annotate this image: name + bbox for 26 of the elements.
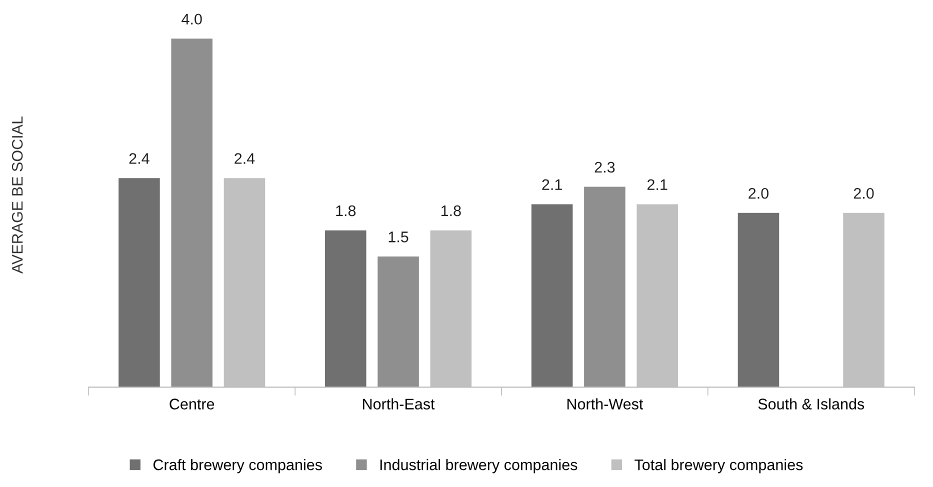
x-tick-label: North-East	[363, 398, 435, 410]
data-label: 1.8	[336, 205, 356, 216]
data-label: 1.8	[441, 205, 461, 216]
data-label: 2.0	[854, 188, 874, 199]
data-label: 2.3	[594, 162, 615, 173]
data-label: 1.5	[388, 232, 408, 242]
legend-label: Total brewery companies	[634, 459, 803, 474]
data-label: 4.0	[182, 14, 202, 25]
x-tick-label: North-West	[567, 398, 644, 410]
bar	[584, 186, 626, 388]
data-label: 2.4	[234, 153, 255, 164]
bar	[171, 38, 212, 388]
data-label: 2.1	[542, 179, 562, 190]
bar	[738, 212, 780, 388]
data-label: 2.1	[647, 179, 668, 190]
data-label: 2.4	[129, 153, 150, 164]
x-tick-label: South & Islands	[758, 398, 864, 410]
bar	[324, 230, 366, 388]
x-tick-label: Centre	[170, 398, 214, 410]
data-label: 2.0	[748, 188, 769, 199]
bar	[378, 256, 419, 388]
legend-label: Craft brewery companies	[153, 459, 322, 474]
bar	[118, 178, 160, 388]
legend-label: Industrial brewery companies	[380, 459, 578, 474]
y-axis-title: AVERAGE BE SOCIAL	[12, 116, 23, 274]
bar	[531, 204, 573, 388]
